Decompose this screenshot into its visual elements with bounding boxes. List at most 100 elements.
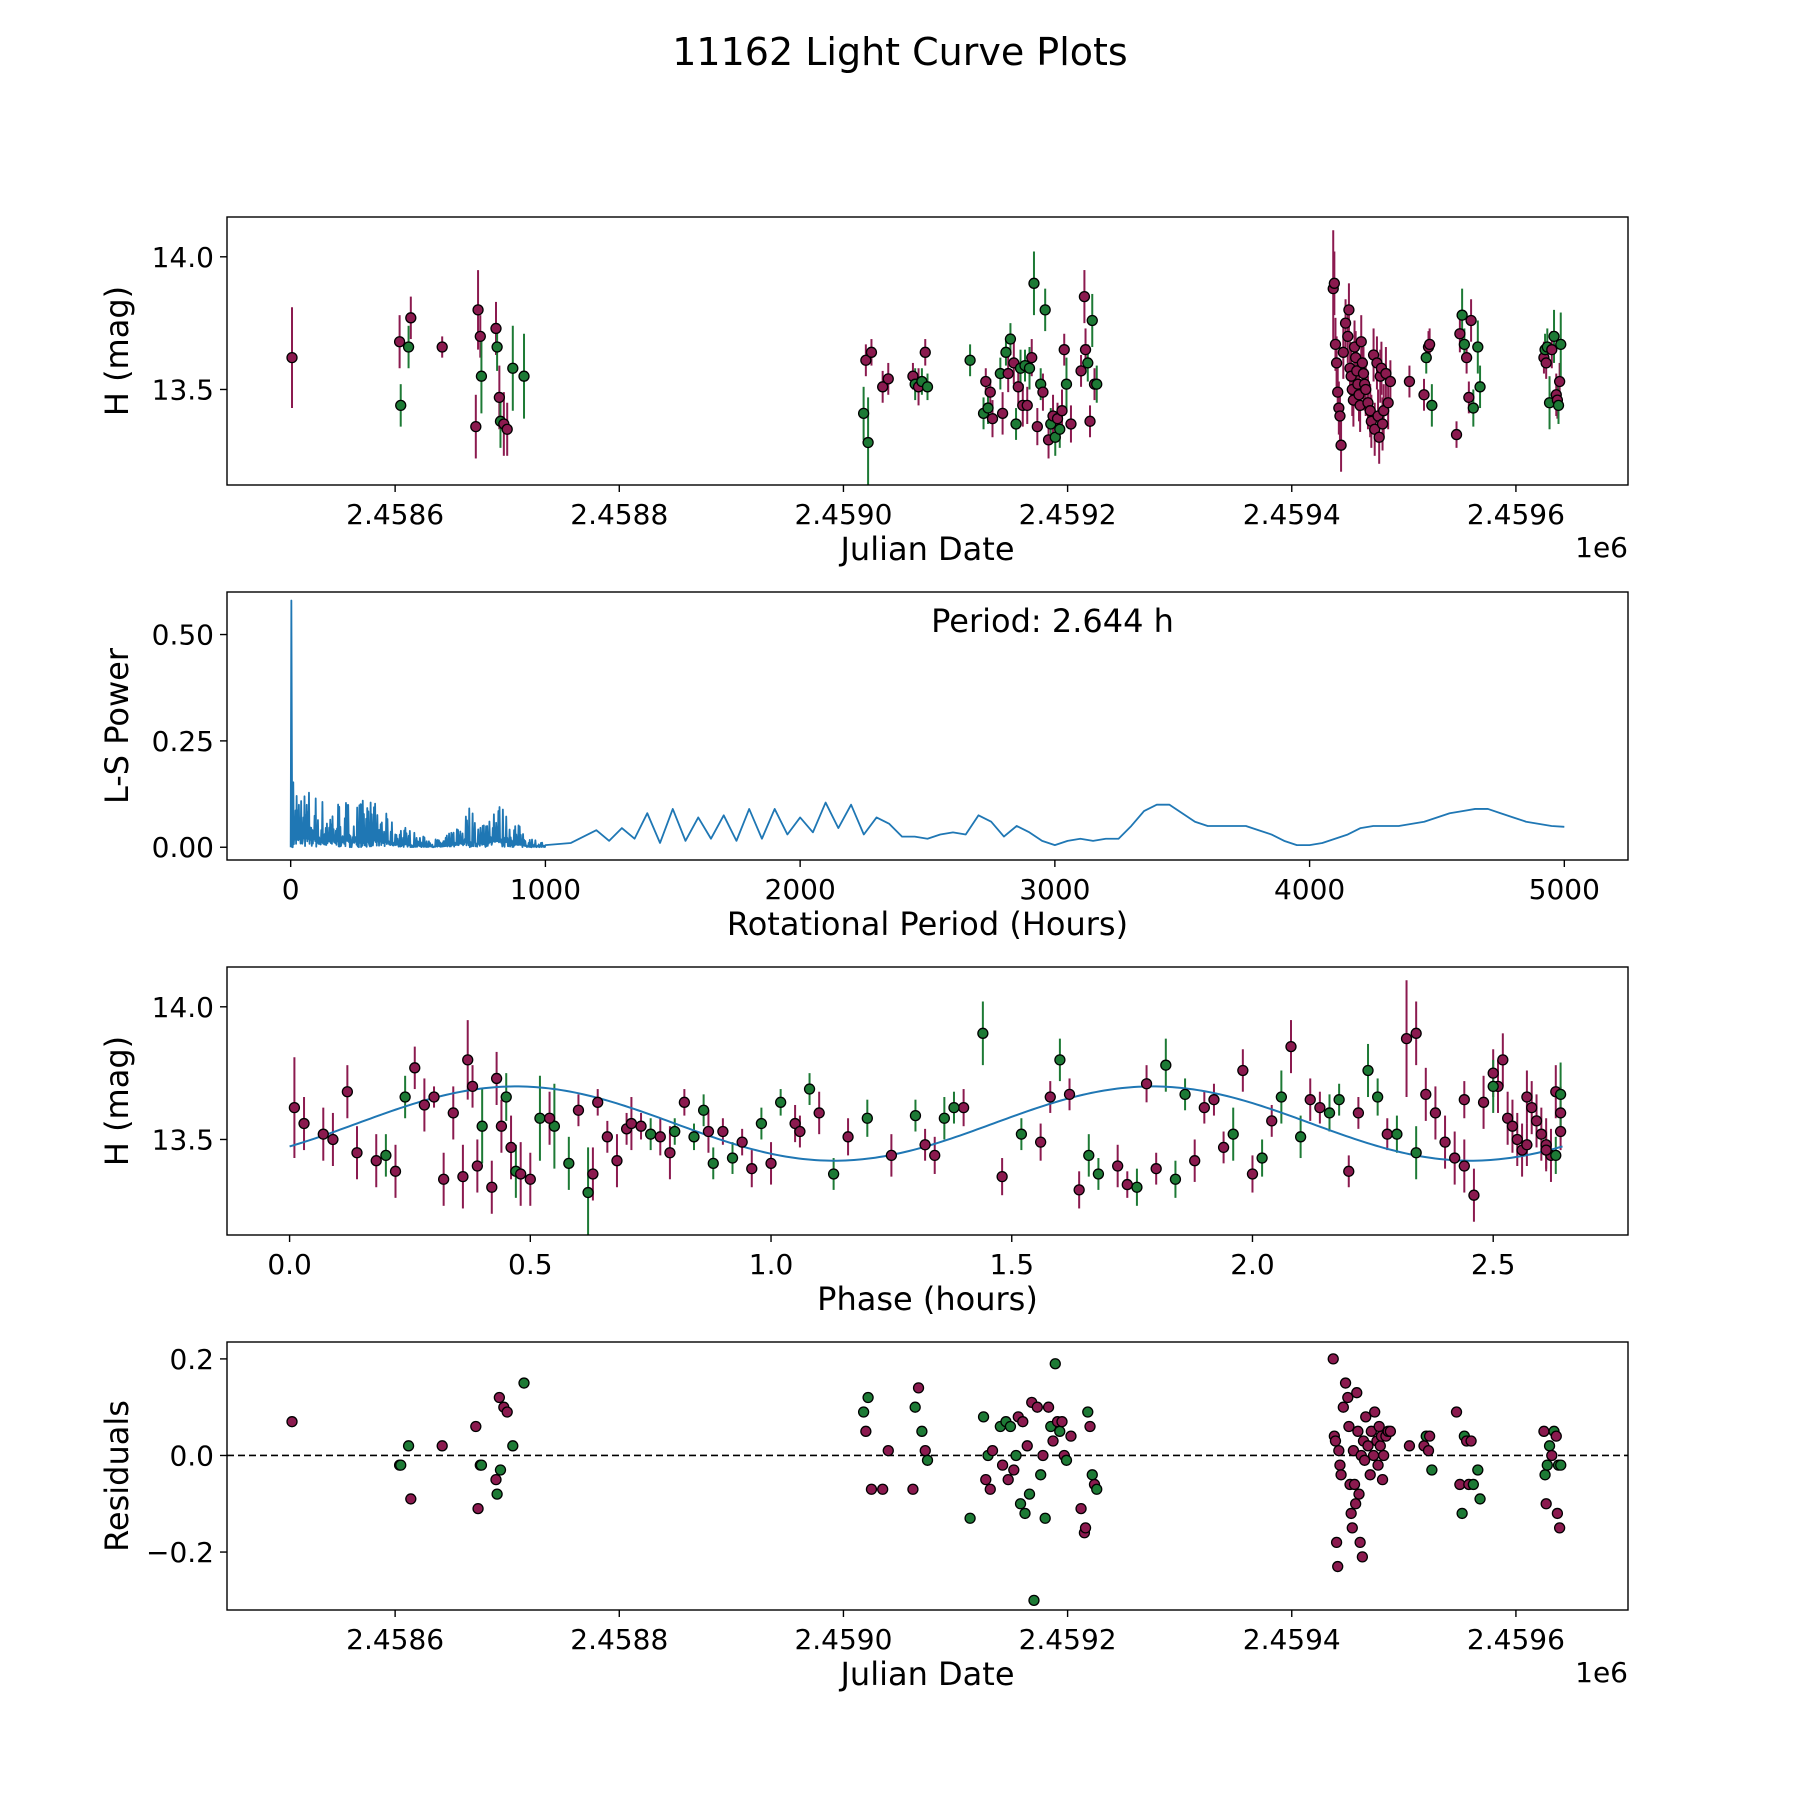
residual-point — [1334, 1459, 1346, 1471]
phased-point — [635, 1120, 647, 1132]
residual-point — [1358, 1454, 1371, 1466]
phased-point — [1540, 1144, 1552, 1156]
lightcurve-point — [1403, 375, 1416, 388]
lightcurve-point — [1329, 338, 1342, 351]
phased-point — [399, 1091, 411, 1103]
residual-point — [1546, 1449, 1558, 1462]
phased-point — [1063, 1088, 1076, 1101]
periodogram-x-axis-label: Rotational Period (Hours) — [727, 905, 1128, 943]
residuals-y-axis-label: Residuals — [98, 1400, 136, 1552]
residual-point — [1023, 1488, 1036, 1500]
lightcurve-point — [501, 423, 513, 435]
residual-point — [1014, 1498, 1027, 1510]
figure-title: 11162 Light Curve Plots — [672, 30, 1127, 74]
lightcurve-point — [986, 413, 999, 425]
residual-point — [919, 1444, 931, 1457]
phased-point — [1092, 1168, 1105, 1180]
residuals-x-tick-label: 2.4586 — [346, 1623, 444, 1656]
phased-point — [534, 1112, 546, 1124]
phased-plot-area — [288, 980, 1567, 1235]
phased-x-tick-label: 0.0 — [267, 1248, 312, 1281]
residual-point — [507, 1440, 519, 1452]
phased-axes-frame — [226, 966, 1629, 1236]
phased-point — [351, 1147, 363, 1159]
phased-point — [1189, 1155, 1201, 1167]
residual-point — [472, 1502, 484, 1515]
phased-point — [996, 1170, 1008, 1183]
lightcurve-plot-area — [286, 230, 1567, 485]
lightcurve-point — [493, 391, 506, 404]
phased-point — [1554, 1107, 1567, 1119]
lightcurve-point — [1342, 330, 1354, 343]
residual-point — [882, 1444, 894, 1457]
lightcurve-point — [1553, 375, 1566, 388]
lightcurve-point — [491, 341, 503, 353]
lightcurve-point — [1065, 418, 1077, 430]
residual-point — [1352, 1425, 1364, 1437]
phased-point — [1083, 1149, 1095, 1162]
residual-point — [964, 1512, 976, 1524]
lightcurve-point — [1075, 365, 1087, 377]
lightcurve-point — [980, 375, 992, 388]
phased-point — [1256, 1152, 1268, 1164]
phased-point — [548, 1120, 561, 1132]
lightcurve-x-tick-label: 2.4592 — [1019, 498, 1117, 531]
lightcurve-x-tick-label: 2.4596 — [1467, 498, 1565, 531]
phased-point — [1044, 1091, 1056, 1103]
phased-point — [1121, 1178, 1133, 1191]
lightcurve-point — [1364, 405, 1376, 417]
lightcurve-point — [1000, 346, 1012, 358]
residual-point — [1004, 1420, 1017, 1433]
phased-point — [885, 1149, 898, 1162]
phased-point — [1169, 1173, 1182, 1185]
residual-point — [1035, 1469, 1047, 1481]
phased-point — [654, 1131, 666, 1143]
phased-point — [601, 1131, 613, 1143]
residual-point — [1343, 1420, 1355, 1433]
residuals-panel: 2.4586 2.4588 2.4590 2.4592 2.4594 2.4596 −0.2… — [98, 1341, 1629, 1693]
residual-point — [1086, 1469, 1098, 1481]
residual-point — [493, 1391, 506, 1404]
residuals-x-tick-label: 2.4592 — [1019, 1623, 1117, 1656]
lightcurve-point — [1376, 418, 1389, 430]
residual-point — [1539, 1469, 1551, 1481]
phased-point — [1160, 1059, 1172, 1071]
phased-point — [1217, 1141, 1230, 1154]
phased-point — [1497, 1054, 1509, 1066]
residual-point — [1056, 1416, 1068, 1428]
lightcurve-point — [865, 346, 878, 358]
phased-point — [327, 1133, 339, 1146]
phased-point — [389, 1165, 402, 1177]
phased-point — [418, 1099, 431, 1111]
residuals-x-tick-label: 2.4590 — [794, 1623, 892, 1656]
periodogram-x-tick-label: 5000 — [1529, 873, 1600, 906]
residual-point — [436, 1440, 448, 1452]
residuals-axes-frame — [226, 1341, 1629, 1611]
phased-point — [500, 1091, 512, 1103]
phased-point — [1208, 1094, 1220, 1106]
lightcurve-point — [1339, 317, 1352, 329]
phased-point — [1381, 1128, 1393, 1140]
lightcurve-point — [984, 386, 996, 398]
residual-point — [494, 1464, 507, 1476]
residual-point — [986, 1444, 999, 1457]
residual-point — [1374, 1440, 1386, 1452]
phased-point — [288, 1101, 301, 1114]
phased-x-axis-label: Phase (hours) — [817, 1280, 1038, 1318]
lightcurve-point — [1337, 346, 1349, 358]
lightcurve-point — [1540, 357, 1552, 369]
residual-point — [1384, 1425, 1397, 1437]
lightcurve-axes-frame — [226, 216, 1629, 486]
residual-point — [1065, 1430, 1077, 1442]
phased-point — [1333, 1094, 1345, 1106]
residual-point — [1362, 1440, 1374, 1452]
residuals-y-tick-label: 0.2 — [169, 1343, 214, 1376]
phased-point — [948, 1101, 960, 1114]
phased-point — [476, 1120, 488, 1132]
phased-point — [505, 1141, 517, 1154]
residual-point — [1054, 1425, 1066, 1437]
phased-x-tick-label: 1.5 — [989, 1248, 1034, 1281]
phased-point — [1535, 1128, 1547, 1140]
residual-point — [1008, 1464, 1020, 1476]
phased-point — [1285, 1040, 1297, 1053]
